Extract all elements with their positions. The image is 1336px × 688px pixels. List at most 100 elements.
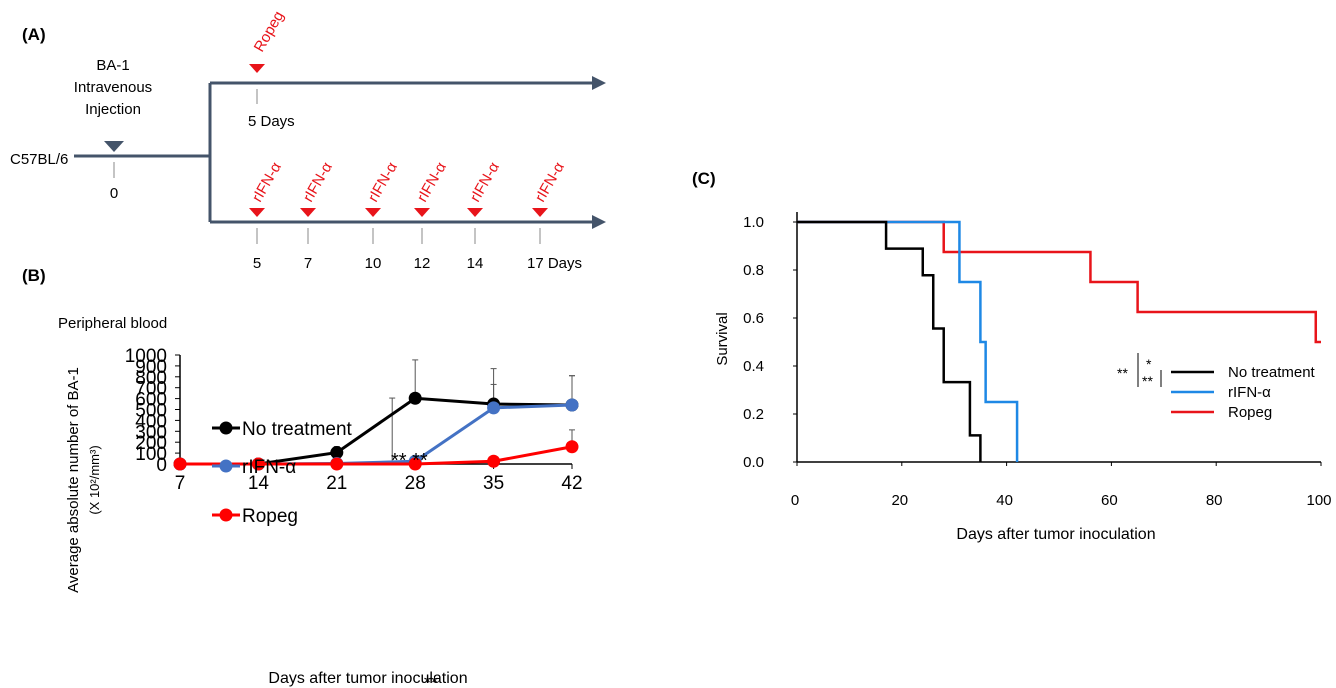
rifn-dose-label: rIFN-α xyxy=(414,159,450,205)
injection-line-2: Intravenous xyxy=(74,79,152,96)
b-y-tick-label: 400 xyxy=(135,411,167,432)
arrowhead-ropeg xyxy=(592,76,606,90)
rifn-day-label: 10 xyxy=(365,255,382,272)
rifn-dose-label: rIFN-α xyxy=(532,159,568,205)
c-y-tick-label: 1.0 xyxy=(743,214,764,231)
panel-b: (B) Peripheral blood Average absolute nu… xyxy=(22,266,583,688)
c-legend-label: Ropeg xyxy=(1228,404,1272,421)
b-data-point xyxy=(173,457,187,471)
b-legend-label: rIFN-α xyxy=(242,457,296,478)
b-data-point xyxy=(487,454,501,468)
rifn-dose-marker xyxy=(365,208,381,217)
b-series-line xyxy=(180,445,573,466)
b-x-tick-label: 42 xyxy=(561,473,582,494)
panel-a-label: (A) xyxy=(22,25,46,44)
panel-b-ylabel-2: (X 10²/mm³) xyxy=(87,445,102,514)
b-x-tick-label: 14 xyxy=(248,473,270,494)
b-legend-label: Ropeg xyxy=(242,506,298,527)
b-y-tick-label: 100 xyxy=(135,444,167,465)
b-data-point xyxy=(408,457,422,471)
day0-label: 0 xyxy=(110,185,118,202)
rifn-day-label: 12 xyxy=(414,255,431,272)
strain-label: C57BL/6 xyxy=(10,151,68,168)
c-y-tick-label: 0.4 xyxy=(743,358,764,375)
panel-c: (C) Survival Days after tumor inoculatio… xyxy=(692,169,1332,543)
c-survival-curve xyxy=(797,220,1321,344)
c-x-tick-label: 100 xyxy=(1306,492,1331,509)
rifn-day-label: 7 xyxy=(304,255,312,272)
panel-b-label: (B) xyxy=(22,266,46,285)
rifn-dose-label: rIFN-α xyxy=(249,159,285,205)
c-y-tick-label: 0.8 xyxy=(743,262,764,279)
b-y-tick-label: 600 xyxy=(135,390,167,411)
b-x-tick-label: 7 xyxy=(175,473,186,494)
b-y-tick-label: 800 xyxy=(135,368,167,389)
panel-a: (A) C57BL/6 BA-1 Intravenous Injection 0… xyxy=(10,8,606,272)
panel-b-ylabel-1: Average absolute number of BA-1 xyxy=(65,367,82,593)
c-y-tick-label: 0.0 xyxy=(743,454,764,471)
panel-b-subtitle: Peripheral blood xyxy=(58,315,167,332)
rifn-doses: rIFN-α 5 rIFN-α 7 rIFN-α 10 rIFN-α 12 rIFN-α 14 rI… xyxy=(249,159,582,272)
rifn-dose-marker xyxy=(414,208,430,217)
panel-b-xlabel: Days after tumor inoculation xyxy=(268,670,467,687)
rifn-dose-marker xyxy=(249,208,265,217)
b-legend-marker xyxy=(219,459,233,473)
b-y-tick-label: 900 xyxy=(135,357,167,378)
b-y-tick-label: 500 xyxy=(135,401,167,422)
panel-c-xlabel: Days after tumor inoculation xyxy=(956,526,1155,543)
b-x-tick-label: 35 xyxy=(483,473,504,494)
ropeg-dose-marker xyxy=(249,64,265,73)
c-x-tick-label: 0 xyxy=(791,492,799,509)
arrowhead-rifn xyxy=(592,215,606,229)
injection-line-3: Injection xyxy=(85,101,141,118)
panel-c-significance: ** * ** xyxy=(1117,353,1162,389)
b-data-point xyxy=(251,457,265,471)
rifn-dose-label: rIFN-α xyxy=(365,159,401,205)
rifn-day-label: 14 xyxy=(467,255,484,272)
b-data-point xyxy=(330,457,344,471)
b-data-point xyxy=(565,440,579,454)
b-legend-label: No treatment xyxy=(242,419,353,440)
b-data-point xyxy=(565,398,579,412)
c-legend-label: No treatment xyxy=(1228,364,1316,381)
b-x-tick-label: 28 xyxy=(405,473,426,494)
b-legend-marker xyxy=(219,421,233,435)
ropeg-day-label: 5 Days xyxy=(248,113,295,130)
c-x-tick-label: 80 xyxy=(1206,492,1223,509)
b-data-point xyxy=(408,391,422,405)
c-legend-label: rIFN-α xyxy=(1228,384,1271,401)
rifn-dose-label: rIFN-α xyxy=(467,159,503,205)
b-y-tick-label: 1000 xyxy=(125,346,167,367)
panel-b-sig-low: ** xyxy=(424,673,438,688)
panel-b-sig-top: ** ** xyxy=(391,450,428,472)
rifn-day-label: 5 xyxy=(253,255,261,272)
c-y-tick-label: 0.6 xyxy=(743,310,764,327)
panel-c-plot: 0.0 0.2 0.4 0.6 0.8 1.0 0 20 40 60 80 100 No treatme… xyxy=(743,212,1332,509)
c-y-tick-label: 0.2 xyxy=(743,406,764,423)
rifn-dose-marker xyxy=(467,208,483,217)
rifn-day-label: 17 Days xyxy=(527,255,582,272)
injection-marker xyxy=(104,141,124,152)
injection-line-1: BA-1 xyxy=(96,57,129,74)
c-survival-curve xyxy=(797,220,982,462)
b-series-line xyxy=(180,403,573,466)
panel-c-ylabel: Survival xyxy=(714,312,731,365)
panel-c-label: (C) xyxy=(692,169,716,188)
b-legend-marker xyxy=(219,508,233,522)
b-data-point xyxy=(487,401,501,415)
sig-outer-label: ** xyxy=(1117,365,1128,381)
c-x-tick-label: 40 xyxy=(996,492,1013,509)
b-y-tick-label: 200 xyxy=(135,433,167,454)
b-y-tick-label: 700 xyxy=(135,379,167,400)
rifn-dose-marker xyxy=(300,208,316,217)
b-y-tick-label: 0 xyxy=(156,455,167,476)
b-data-point xyxy=(330,446,344,460)
b-x-tick-label: 21 xyxy=(326,473,347,494)
c-survival-curve xyxy=(797,220,1019,462)
rifn-dose-label: rIFN-α xyxy=(300,159,336,205)
ropeg-dose-label: Ropeg xyxy=(251,8,288,55)
sig-inner-bottom-label: ** xyxy=(1142,373,1153,389)
c-x-tick-label: 20 xyxy=(891,492,908,509)
